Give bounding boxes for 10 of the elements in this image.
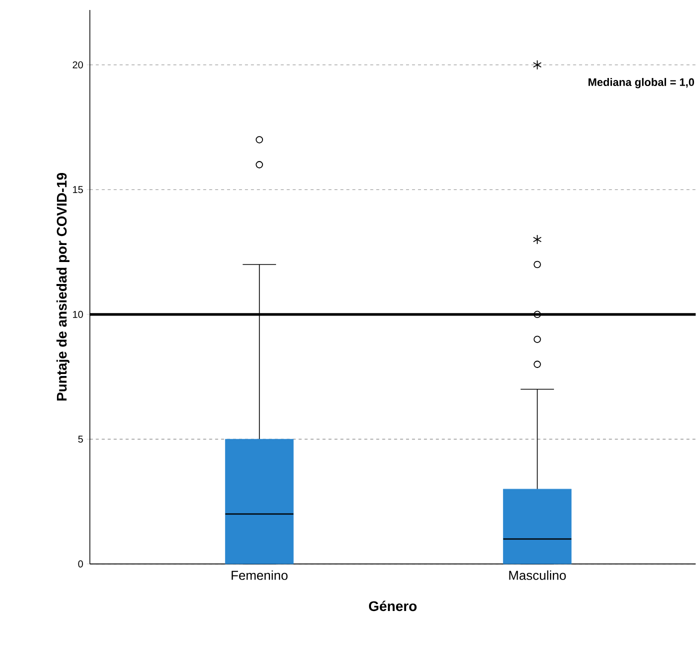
y-tick-label: 20 (72, 61, 83, 68)
y-tick-label: 5 (78, 436, 83, 443)
y-tick-label: 15 (73, 186, 83, 194)
y-tick-label: 10 (73, 310, 83, 318)
annotation: Mediana global = 1,0 (588, 78, 694, 88)
y-tick-label: 0 (78, 560, 83, 568)
x-axis-title: Género (368, 600, 417, 612)
y-axis-title: Puntaje de ansiedad por COVID-19 (56, 173, 70, 401)
x-tick-label: Masculino (509, 570, 566, 580)
x-tick-label: Femenino (232, 570, 288, 580)
